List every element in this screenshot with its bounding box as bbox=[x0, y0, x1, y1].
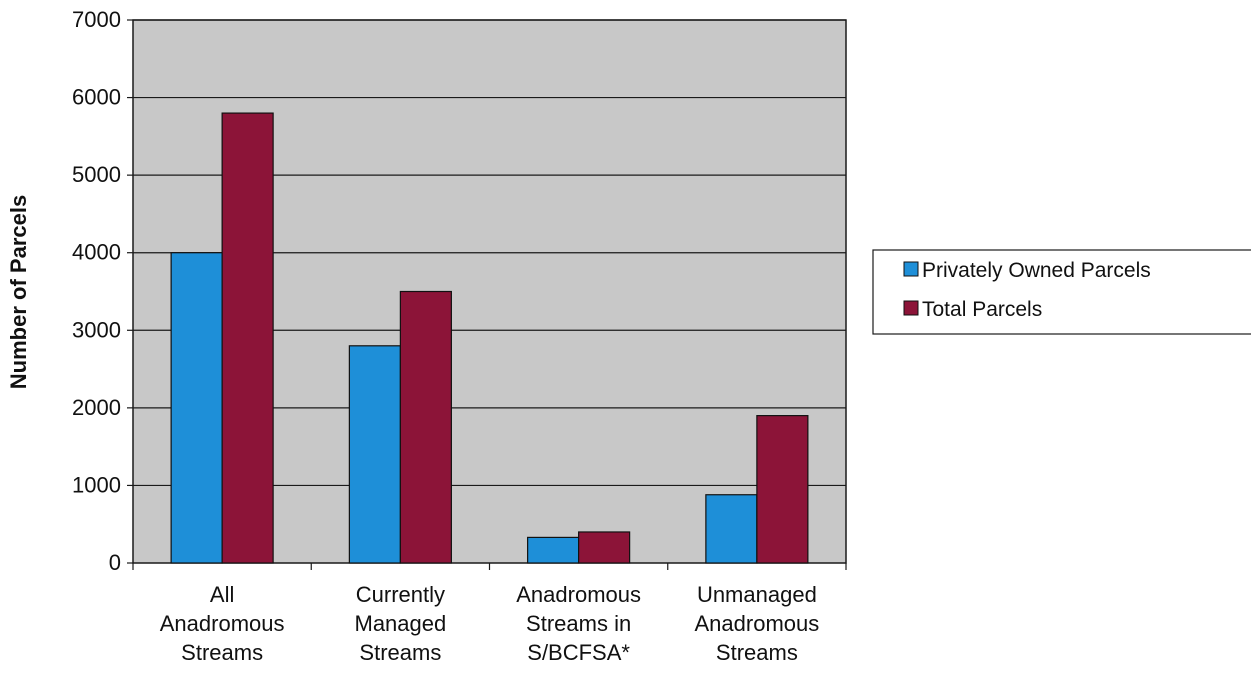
bar-privately-owned-3 bbox=[527, 536, 580, 564]
bar-total-3 bbox=[578, 531, 631, 564]
y-axis-title: Number of Parcels bbox=[6, 195, 31, 389]
x-category-label-line: S/BCFSA* bbox=[527, 640, 630, 665]
x-category-label-line: Anadromous bbox=[160, 611, 285, 636]
bars bbox=[132, 112, 847, 570]
x-category-label: Currently Managed Streams bbox=[355, 582, 447, 665]
y-tick-label: 4000 bbox=[72, 240, 121, 265]
x-category-label: Unmanaged Anadromous Streams bbox=[695, 582, 820, 665]
bar-total-2 bbox=[399, 290, 452, 564]
bar-total-1 bbox=[221, 112, 274, 564]
x-category-label: All Anadromous Streams bbox=[160, 582, 285, 665]
x-category-label-line: Anadromous bbox=[516, 582, 641, 607]
x-category-label-line: All bbox=[210, 582, 234, 607]
bar-privately-owned-2 bbox=[348, 345, 401, 564]
y-tick-label: 3000 bbox=[72, 317, 121, 342]
legend-box bbox=[872, 249, 1251, 335]
x-category-label-line: Currently bbox=[356, 582, 445, 607]
y-tick-label: 1000 bbox=[72, 472, 121, 497]
x-axis-labels: All Anadromous Streams Currently Managed Stre… bbox=[160, 582, 820, 665]
x-category-label-line: Streams bbox=[716, 640, 798, 665]
x-category-label-line: Unmanaged bbox=[697, 582, 817, 607]
x-category-label-line: Anadromous bbox=[695, 611, 820, 636]
x-category-label-line: Streams bbox=[181, 640, 263, 665]
y-tick-label: 7000 bbox=[72, 7, 121, 32]
x-category-label-line: Streams in bbox=[526, 611, 631, 636]
legend-label: Total Parcels bbox=[922, 298, 1042, 321]
y-axis-ticks: 0 1000 2000 3000 4000 5000 6000 7000 bbox=[72, 7, 133, 575]
y-tick-label: 0 bbox=[109, 550, 121, 575]
legend: Privately Owned Parcels Total Parcels bbox=[872, 249, 1251, 335]
y-tick-label: 6000 bbox=[72, 85, 121, 110]
bar-total-4 bbox=[756, 415, 809, 564]
legend-label: Privately Owned Parcels bbox=[922, 259, 1151, 282]
bar-privately-owned-4 bbox=[705, 494, 758, 564]
y-tick-label: 5000 bbox=[72, 162, 121, 187]
x-category-label: Anadromous Streams in S/BCFSA* bbox=[516, 582, 641, 665]
x-category-label-line: Managed bbox=[355, 611, 447, 636]
legend-swatch bbox=[903, 261, 919, 277]
y-tick-label: 2000 bbox=[72, 395, 121, 420]
legend-swatch bbox=[903, 300, 919, 316]
x-category-label-line: Streams bbox=[359, 640, 441, 665]
bar-privately-owned-1 bbox=[170, 252, 223, 564]
